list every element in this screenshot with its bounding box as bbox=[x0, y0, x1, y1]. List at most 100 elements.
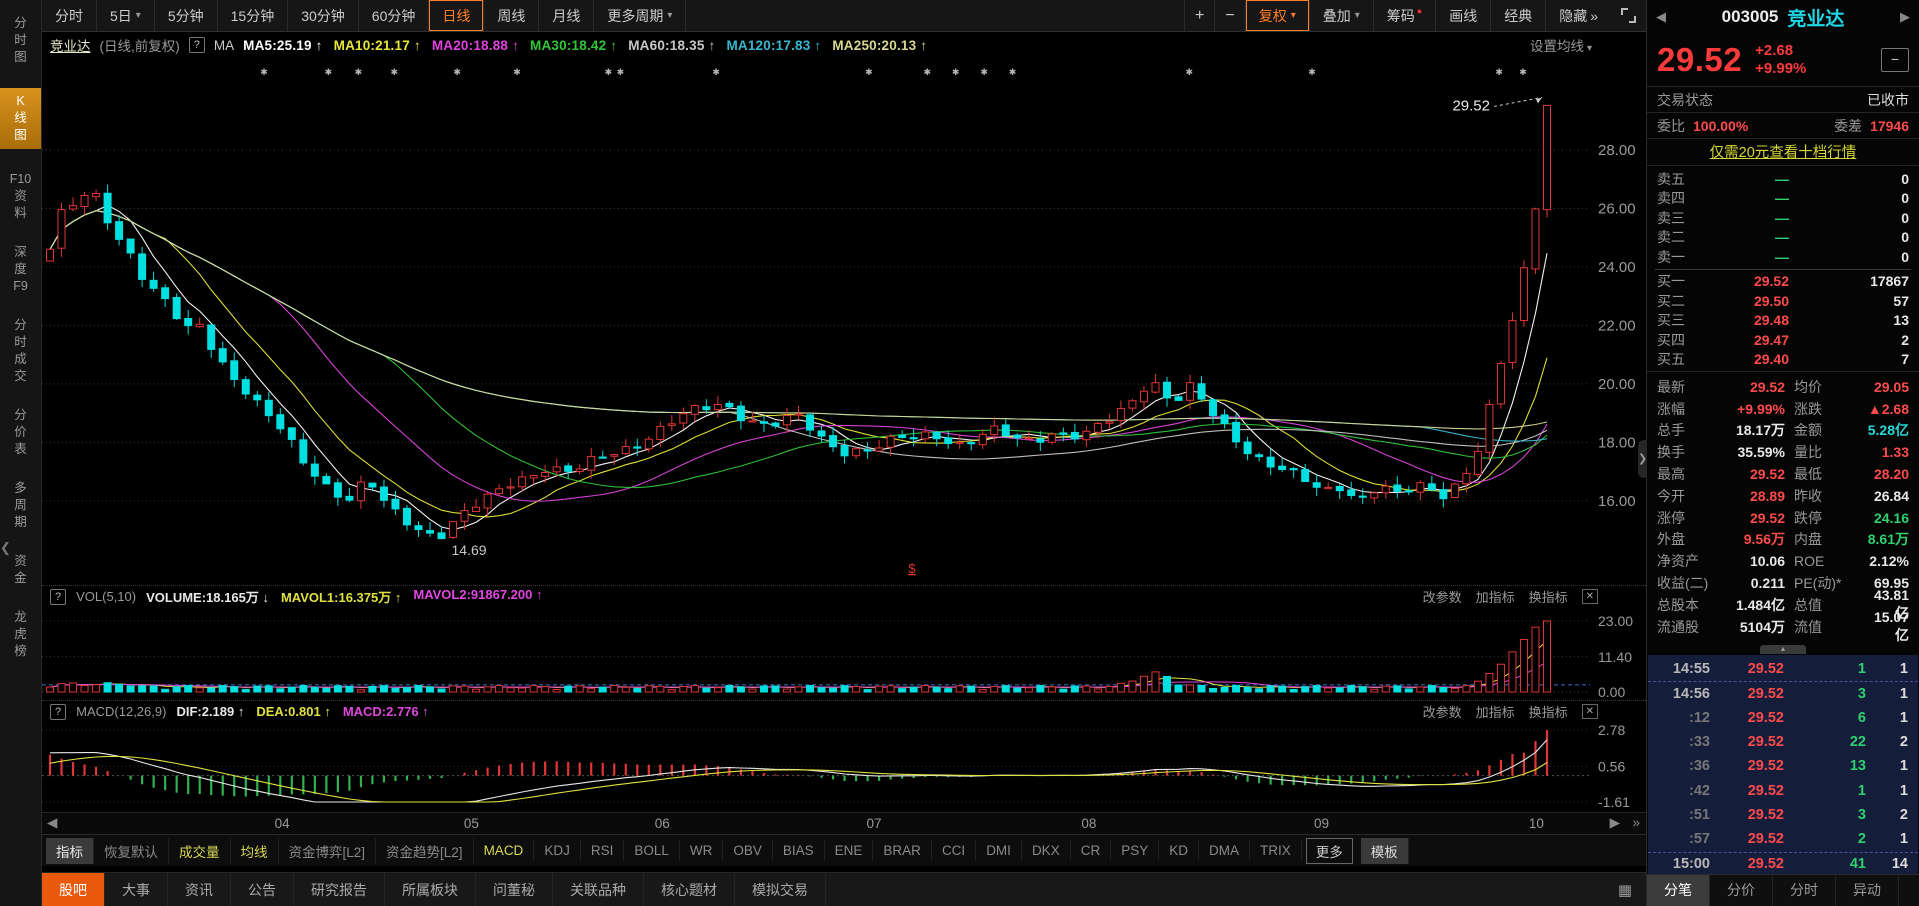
sidebar-item[interactable]: 深 度 F9 bbox=[13, 245, 28, 293]
sell-level-row[interactable]: 卖二 — 0 bbox=[1647, 228, 1919, 248]
tick-row[interactable]: :57 29.52 2 1 bbox=[1648, 827, 1918, 851]
collapse-sidebar-handle[interactable]: ❮ bbox=[0, 540, 11, 555]
buy-level-row[interactable]: 买一 29.52 17867 bbox=[1647, 272, 1919, 292]
toolbar-button[interactable]: 画线●▾» bbox=[1435, 0, 1490, 31]
sidebar-item[interactable]: 分 价 表 bbox=[14, 408, 27, 456]
tape-tab[interactable]: 分笔 bbox=[1647, 875, 1710, 906]
pane-control-link[interactable]: 改参数 bbox=[1422, 590, 1462, 605]
pane-control-link[interactable]: 加指标 bbox=[1475, 590, 1515, 605]
toolbar-button[interactable]: 叠加●▾» bbox=[1308, 0, 1373, 31]
sidebar-item[interactable]: 分 时 图 bbox=[14, 16, 27, 64]
bottom-nav-tab[interactable]: 股吧 bbox=[42, 873, 105, 906]
toolbar-button[interactable]: 复权●▾» bbox=[1244, 0, 1309, 31]
bottom-nav-tab[interactable]: 大事 bbox=[105, 873, 168, 906]
indicator-tab[interactable]: DMA bbox=[1199, 840, 1250, 861]
sell-level-row[interactable]: 卖一 — 0 bbox=[1647, 247, 1919, 267]
sidebar-item[interactable]: 多 周 期 bbox=[14, 481, 27, 529]
help-icon[interactable]: ? bbox=[188, 37, 205, 53]
indicator-tab[interactable]: PSY bbox=[1111, 840, 1160, 861]
indicator-tab[interactable]: DMI bbox=[976, 840, 1022, 861]
sell-level-row[interactable]: 卖三 — 0 bbox=[1647, 208, 1919, 228]
indicator-tab[interactable]: KD bbox=[1159, 840, 1199, 861]
pane-control-link[interactable]: 加指标 bbox=[1475, 705, 1515, 720]
kline-chart[interactable]: 28.00 26.00 24.00 22.00 20.00 18.00 16.00 ✱ ✱ ✱ ✱ ✱… bbox=[42, 58, 1646, 585]
indicator-tab[interactable]: WR bbox=[680, 840, 724, 861]
tape-tab[interactable]: 异动 bbox=[1836, 875, 1899, 906]
minimize-button[interactable]: − bbox=[1881, 48, 1909, 72]
period-button[interactable]: 5日 ▾ bbox=[97, 0, 155, 31]
bottom-nav-tab[interactable]: 核心题材 bbox=[644, 873, 735, 906]
tick-row[interactable]: :36 29.52 13 1 bbox=[1648, 754, 1918, 778]
next-stock-icon[interactable]: ▶ bbox=[1900, 9, 1910, 24]
volume-chart[interactable]: 23.00 11.40 0.00 bbox=[42, 607, 1646, 700]
indicator-tab[interactable]: RSI bbox=[581, 840, 625, 861]
buy-level-row[interactable]: 买五 29.40 7 bbox=[1647, 350, 1919, 370]
bottom-nav-tab[interactable]: 所属板块 bbox=[385, 873, 476, 906]
indicator-tab[interactable]: 指标 bbox=[46, 837, 94, 864]
scroll-right-icon[interactable]: ▶ bbox=[1609, 815, 1620, 830]
tick-row[interactable]: :51 29.52 3 2 bbox=[1648, 803, 1918, 827]
level10-quote-link[interactable]: 仅需20元查看十档行情 bbox=[1709, 145, 1857, 161]
sell-level-row[interactable]: 卖四 — 0 bbox=[1647, 189, 1919, 209]
indicator-tab[interactable]: 资金趋势[L2] bbox=[376, 837, 474, 864]
toolbar-button[interactable]: 隐藏●▾» bbox=[1545, 0, 1611, 31]
bottom-nav-tab[interactable]: 关联品种 bbox=[553, 873, 644, 906]
period-button[interactable]: 月线▾ bbox=[539, 0, 595, 31]
pane-control-link[interactable]: 换指标 bbox=[1528, 705, 1568, 720]
prev-stock-icon[interactable]: ◀ bbox=[1656, 9, 1666, 24]
sidebar-item[interactable]: F10 资 料 bbox=[9, 172, 32, 220]
period-button[interactable]: 分时▾ bbox=[42, 0, 97, 31]
indicator-tab[interactable]: 恢复默认 bbox=[94, 837, 169, 864]
help-icon[interactable]: ? bbox=[50, 703, 67, 720]
sell-level-row[interactable]: 卖五 — 0 bbox=[1647, 169, 1919, 189]
toolbar-button[interactable]: −●▾» bbox=[1214, 0, 1244, 31]
indicator-tab[interactable]: CCI bbox=[932, 840, 977, 861]
ma-settings-button[interactable]: 设置均线 ▾ bbox=[1530, 35, 1592, 55]
tick-row[interactable]: 14:56 29.52 3 1 bbox=[1648, 680, 1918, 705]
tick-row[interactable]: 14:55 29.52 1 1 bbox=[1648, 657, 1918, 681]
indicator-tab[interactable]: MACD bbox=[474, 840, 535, 861]
indicator-tab[interactable]: 均线 bbox=[231, 837, 279, 864]
buy-level-row[interactable]: 买三 29.48 13 bbox=[1647, 311, 1919, 331]
bottom-nav-tab[interactable]: 公告 bbox=[231, 873, 294, 906]
indicator-tab[interactable]: OBV bbox=[723, 840, 773, 861]
tick-row[interactable]: :42 29.52 1 1 bbox=[1648, 779, 1918, 803]
buy-level-row[interactable]: 买二 29.50 57 bbox=[1647, 291, 1919, 311]
tape-tab[interactable]: 分时 bbox=[1773, 875, 1836, 906]
sidebar-item[interactable]: 资 金 bbox=[14, 554, 27, 585]
bottom-nav-tab[interactable]: 问董秘 bbox=[476, 873, 553, 906]
bottom-nav-tab[interactable]: 研究报告 bbox=[294, 873, 385, 906]
indicator-tab[interactable]: DKX bbox=[1022, 840, 1071, 861]
chart-stock-name[interactable]: 竞业达 bbox=[50, 39, 91, 54]
tape-collapse-handle[interactable]: ▲ bbox=[1647, 644, 1919, 655]
pane-control-link[interactable]: 改参数 bbox=[1422, 705, 1462, 720]
panel-grid-icon[interactable]: ▦ bbox=[1617, 881, 1632, 899]
bottom-nav-tab[interactable]: 模拟交易 bbox=[735, 873, 826, 906]
indicator-tab[interactable]: 模板 bbox=[1360, 837, 1409, 864]
toolbar-button[interactable]: 经典●▾» bbox=[1490, 0, 1545, 31]
close-pane-icon[interactable]: ✕ bbox=[1581, 589, 1598, 604]
period-button[interactable]: 15分钟▾ bbox=[218, 0, 289, 31]
indicator-tab[interactable]: BOLL bbox=[624, 840, 680, 861]
tick-row[interactable]: :12 29.52 6 1 bbox=[1648, 705, 1918, 729]
scroll-left-icon[interactable]: ◀ bbox=[47, 815, 58, 830]
indicator-tab[interactable]: TRIX bbox=[1250, 840, 1302, 861]
macd-chart[interactable]: 2.78 0.56 -1.61 bbox=[42, 722, 1646, 812]
toolbar-button[interactable]: 筹码●▾» bbox=[1372, 0, 1435, 31]
tick-row[interactable]: 15:00 29.52 41 14 bbox=[1648, 851, 1918, 874]
period-button[interactable]: 周线▾ bbox=[484, 0, 540, 31]
fast-forward-icon[interactable]: » bbox=[1632, 815, 1640, 830]
period-button[interactable]: 60分钟▾ bbox=[359, 0, 430, 31]
close-pane-icon[interactable]: ✕ bbox=[1581, 704, 1598, 719]
period-button[interactable]: 日线▾ bbox=[429, 0, 485, 31]
indicator-tab[interactable]: KDJ bbox=[534, 840, 581, 861]
fullscreen-icon[interactable] bbox=[1621, 8, 1636, 23]
indicator-tab[interactable]: 更多 bbox=[1305, 837, 1353, 864]
indicator-tab[interactable]: 资金博弈[L2] bbox=[279, 837, 377, 864]
indicator-tab[interactable]: ENE bbox=[825, 840, 874, 861]
buy-level-row[interactable]: 买四 29.47 2 bbox=[1647, 330, 1919, 350]
tape-tab[interactable]: 分价 bbox=[1710, 875, 1773, 906]
period-button[interactable]: 更多周期 ▾ bbox=[594, 0, 687, 31]
bottom-nav-tab[interactable]: 资讯 bbox=[168, 873, 231, 906]
indicator-tab[interactable]: BIAS bbox=[773, 840, 825, 861]
